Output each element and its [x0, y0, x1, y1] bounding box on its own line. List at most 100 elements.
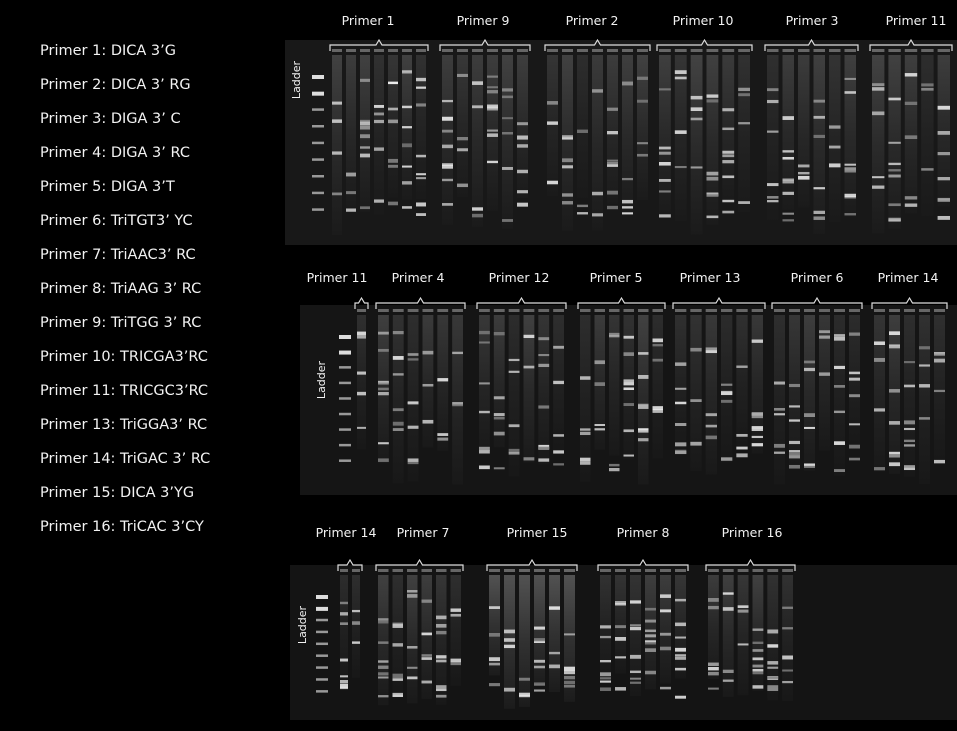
band	[388, 159, 398, 163]
band	[675, 668, 686, 671]
band	[378, 695, 389, 697]
ladder-band	[316, 595, 328, 599]
band	[340, 612, 348, 615]
lane-well	[534, 569, 545, 572]
lane-well	[538, 309, 549, 312]
band	[524, 366, 535, 369]
band	[789, 384, 800, 387]
band	[660, 687, 671, 690]
band	[436, 660, 447, 663]
lane-well	[502, 49, 513, 52]
lane-well	[708, 569, 719, 572]
band	[442, 117, 453, 121]
band	[352, 610, 360, 612]
ladder-band	[316, 678, 328, 681]
band	[753, 685, 764, 688]
lane	[452, 315, 463, 484]
band	[653, 359, 664, 362]
band	[659, 88, 671, 90]
band	[378, 666, 389, 669]
band	[553, 450, 564, 453]
band	[607, 164, 618, 166]
band	[872, 111, 884, 115]
band	[402, 206, 412, 209]
band	[408, 353, 419, 356]
band	[782, 627, 793, 629]
lane-well	[721, 309, 732, 312]
band	[690, 442, 701, 446]
band	[436, 616, 447, 620]
lane	[562, 55, 573, 231]
band	[408, 402, 419, 404]
band	[393, 624, 404, 628]
ladder-band	[316, 666, 328, 669]
band	[889, 389, 900, 393]
band	[332, 102, 342, 105]
lane-well	[592, 49, 603, 52]
lane-well	[393, 569, 404, 572]
band	[457, 184, 468, 188]
lane	[904, 315, 915, 477]
lane-well	[707, 49, 719, 52]
band	[872, 176, 884, 178]
band	[783, 157, 795, 160]
lane-well	[352, 569, 360, 572]
lane	[690, 315, 701, 471]
lane	[451, 575, 462, 686]
band	[538, 405, 549, 408]
band	[442, 179, 453, 181]
lane	[534, 575, 545, 686]
band	[472, 214, 483, 218]
band	[624, 403, 635, 406]
primer-label: Primer 15	[507, 525, 568, 540]
band	[622, 200, 633, 203]
band	[378, 672, 389, 675]
band	[834, 411, 845, 413]
band	[393, 331, 404, 334]
lane-well	[519, 569, 530, 572]
lane-well	[436, 569, 447, 572]
band	[675, 166, 687, 168]
band	[416, 213, 426, 216]
band	[360, 126, 370, 130]
band	[622, 212, 633, 214]
band	[804, 361, 815, 364]
lane	[934, 315, 945, 461]
band	[457, 148, 468, 151]
ladder-band	[312, 125, 324, 128]
band	[653, 344, 664, 346]
band	[905, 135, 917, 139]
band	[517, 190, 528, 193]
band	[691, 166, 703, 168]
band	[479, 465, 490, 469]
legend-item: Primer 10: TRICGA3’RC	[40, 349, 208, 365]
band	[416, 78, 426, 81]
band	[708, 688, 719, 690]
band	[416, 177, 426, 179]
band	[442, 145, 453, 149]
ladder-band	[339, 444, 351, 447]
band	[721, 457, 732, 460]
band	[938, 106, 950, 110]
lane-well	[451, 569, 462, 572]
ladder-band	[339, 351, 351, 355]
band	[487, 130, 498, 132]
band	[645, 671, 656, 675]
band	[921, 168, 933, 170]
band	[736, 366, 747, 368]
band	[340, 684, 348, 688]
lane-well	[874, 309, 885, 312]
band	[753, 649, 764, 652]
lane-well	[547, 49, 558, 52]
lane-well	[653, 309, 664, 312]
lane-well	[393, 309, 404, 312]
band	[408, 462, 419, 464]
legend-item: Primer 8: TriAAG 3’ RC	[40, 281, 201, 297]
band	[783, 219, 795, 221]
band	[774, 413, 785, 415]
band	[502, 88, 513, 91]
band	[494, 332, 505, 335]
band	[489, 657, 500, 661]
band	[637, 77, 648, 80]
band	[517, 170, 528, 173]
